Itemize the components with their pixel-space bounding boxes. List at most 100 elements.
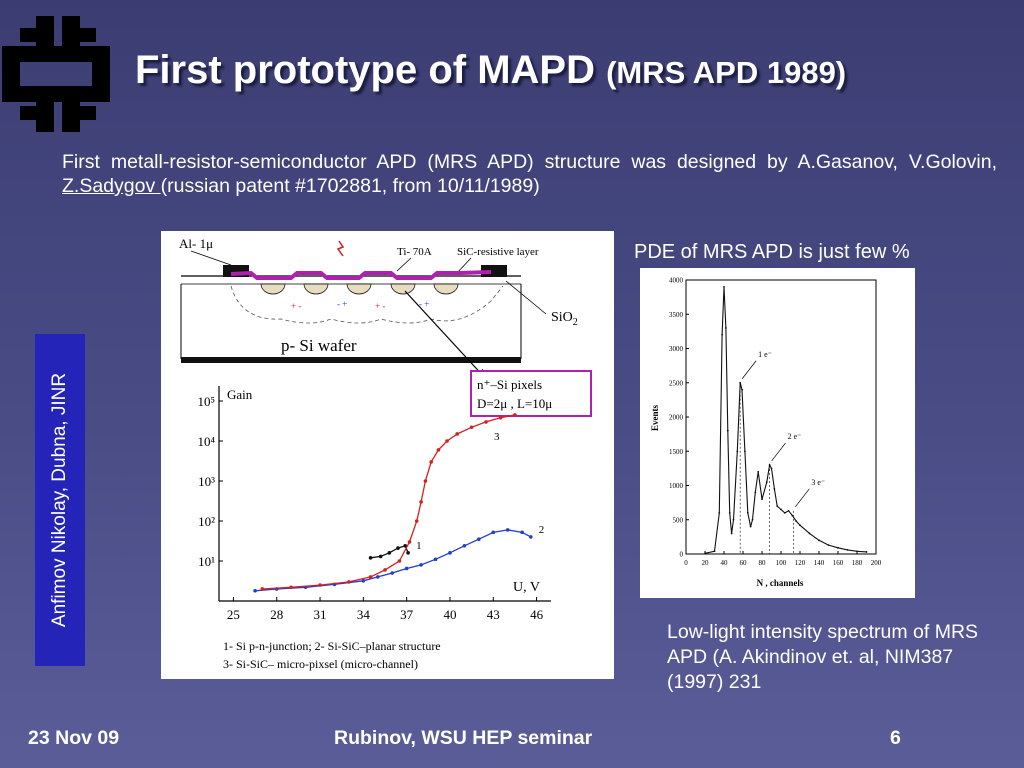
label-ti: Ti- 70A [397,246,432,258]
spectrum-point [787,509,790,512]
n-plus-pixels [260,283,459,295]
gain-point [448,551,452,555]
gain-point [406,551,410,555]
pixels-parameter-box [470,370,592,417]
spectrum-caption: Low-light intensity spectrum of MRS APD … [667,621,979,693]
label-sio2: SiO2 [551,310,578,328]
spectrum-point [865,551,868,553]
gain-point [477,537,481,542]
wafer-backplane [181,357,521,363]
gain-y-tick-label: 10⁵ [197,394,215,409]
gain-point [469,425,474,430]
intro-text-after: (russian patent #1702881, from 10/11/198… [160,175,540,197]
spectrum-point [746,512,749,514]
title-sub: (MRS APD 1989) [606,55,847,90]
spectrum-x-tick-label: 60 [740,559,748,567]
gain-y-tick-label: 10² [198,514,215,529]
spectrum-y-tick-label: 0 [680,551,684,559]
patent-author-link[interactable]: Z.Sadygov [62,175,156,197]
gain-point [368,575,373,579]
label-wafer: p- Si wafer [281,336,357,355]
structure-diagram: Al- 1μ Ti- 70A SiC-resistive layer + - - … [179,236,592,417]
spectrum-y-tick-label: 4000 [669,277,684,285]
legend-line1: 1- Si p-n-junction; 2- Si-SiC–planar str… [223,639,441,653]
spectrum-point [744,450,746,453]
gain-point [462,543,467,548]
spectrum-point [732,518,735,521]
spectrum-xlabel: N , channels [757,578,804,588]
gain-point [520,530,524,535]
spectrum-x-tick-label: 120 [795,559,806,567]
spectrum-point [736,450,739,453]
gain-point [505,528,510,532]
spectrum-point [773,488,776,490]
spectrum-line [704,286,867,554]
peak-arrow [771,442,786,462]
gain-point [528,535,533,539]
gain-x-tick-label: 25 [227,607,240,622]
gain-point [404,566,409,571]
spectrum-point [795,520,798,523]
label-sic: SiC-resistive layer [457,246,539,258]
gain-point [419,500,423,504]
spectrum-x-tick-label: 180 [852,559,863,567]
spectrum-y-tick-label: 500 [673,516,684,524]
gain-point [347,580,351,584]
label-al: Al- 1μ [179,236,213,251]
gain-series-label: 3 [494,431,500,443]
gain-y-tick-label: 10¹ [198,554,215,569]
spectrum-point [827,544,830,546]
spectrum-point [770,467,773,470]
spectrum-x-tick-label: 200 [871,559,882,567]
spectrum-point [765,481,768,483]
gain-point [361,578,366,583]
spectrum-point [783,512,786,514]
spectrum-y-tick-label: 3000 [669,345,684,353]
gain-point [375,575,380,579]
footer-page-number: 6 [890,727,901,749]
intro-text-before: First metall-resistor-semiconductor APD … [62,151,997,173]
svg-text:+ -: + - [375,301,385,311]
gain-point [289,585,293,590]
gain-point [513,413,517,417]
spectrum-point [837,546,839,549]
spectrum-x-tick-label: 140 [814,559,825,567]
sic-resistive-layer [230,270,492,280]
spectrum-x-tick-label: 160 [833,559,844,567]
gain-point [368,556,373,560]
title-main: First prototype of MAPD [135,48,595,92]
gain-point [253,588,257,593]
pixels-box-line1: n⁺–Si pixels [477,377,542,392]
gain-x-tick-label: 43 [487,607,500,622]
charge-markers: + - - + + - - + [291,299,429,311]
peak-annotation: 1 e⁻ [758,350,772,359]
peak-arrow [741,360,757,379]
spectrum-x-tick-label: 40 [721,559,729,567]
gain-point [414,519,419,523]
spectrum-ylabel: Events [650,405,660,432]
gain-point [445,439,449,443]
spectrum-point [751,518,754,521]
light-arrow-icon [336,240,345,257]
spectrum-y-tick-label: 3500 [669,311,684,319]
gain-point [396,546,400,550]
spectrum-frame [685,279,877,555]
gain-point [429,460,433,464]
gain-point [455,432,459,436]
gain-plot: Gain U, V 25 28 31 34 37 40 43 4610⁵10⁴10³10²10… [197,386,551,622]
gain-x-tick-label: 28 [270,607,283,622]
peak-arrow [795,488,810,508]
spectrum-y-tick-label: 2000 [669,414,684,422]
spectrum-point [754,491,757,494]
gain-x-tick-label: 31 [314,607,327,622]
gain-point [423,479,428,483]
gain-point [390,571,395,575]
footer-date: 23 Nov 09 [28,727,120,749]
peak-annotation: 2 e⁻ [788,432,802,441]
gain-series-3-line [262,414,516,590]
svg-text:- +: - + [337,299,347,309]
spectrum-x-tick-label: 20 [702,559,710,567]
structure-gain-svg: Al- 1μ Ti- 70A SiC-resistive layer + - - … [179,236,592,671]
spectrum-point [761,498,763,501]
gain-point [491,530,496,535]
